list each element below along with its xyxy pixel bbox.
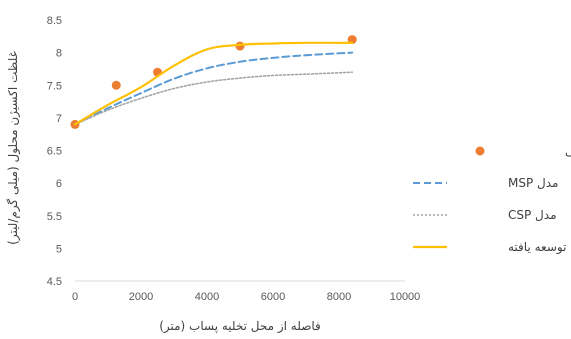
x-tick-label: 8000 bbox=[327, 291, 351, 303]
x-axis-title: فاصله از محل تخلیه پساب (متر) bbox=[159, 319, 321, 334]
legend-label: مدل توسعه یافته bbox=[508, 240, 571, 255]
legend-label: مدل CSP bbox=[508, 208, 557, 222]
legend-marker bbox=[475, 146, 485, 156]
x-tick-label: 4000 bbox=[195, 291, 219, 303]
legend-label: داده های مشاهداتی bbox=[565, 144, 571, 158]
x-tick-label: 10000 bbox=[390, 291, 421, 303]
y-tick-label: 8 bbox=[56, 48, 62, 60]
series-line-3 bbox=[73, 41, 354, 126]
y-tick-label: 8.5 bbox=[47, 15, 62, 27]
axes: 4.5 5 5.5 6 6.5 7 7.5 8 8.5 0 2000 4000 6000 8000 1000… bbox=[47, 15, 421, 303]
legend-label: مدل MSP bbox=[508, 176, 558, 190]
y-axis-title: غلظت اکسیژن محلول (میلی گرم/لیتر) bbox=[6, 51, 21, 245]
observed-data-point bbox=[111, 80, 121, 90]
x-tick-label: 6000 bbox=[261, 291, 285, 303]
x-tick-label: 2000 bbox=[129, 291, 153, 303]
y-tick-label: 6.5 bbox=[47, 146, 62, 158]
y-tick-label: 4.5 bbox=[47, 276, 62, 288]
plot-series bbox=[70, 35, 357, 129]
series-line-1 bbox=[74, 51, 354, 126]
x-tick-label: 0 bbox=[72, 291, 78, 303]
y-tick-label: 5.5 bbox=[47, 211, 62, 223]
y-tick-label: 5 bbox=[56, 243, 62, 255]
y-tick-label: 7 bbox=[56, 113, 62, 125]
y-tick-label: 7.5 bbox=[47, 80, 62, 92]
y-tick-label: 6 bbox=[56, 178, 62, 190]
legend: داده های مشاهداتی مدل MSP مدل CSP مدل توسعه… bbox=[413, 144, 571, 255]
series-line-2 bbox=[74, 71, 353, 126]
